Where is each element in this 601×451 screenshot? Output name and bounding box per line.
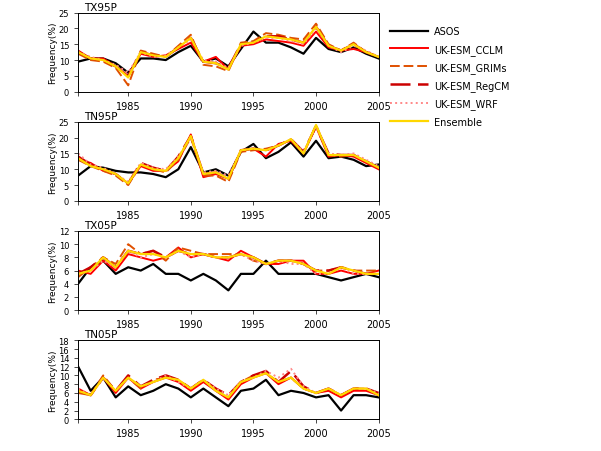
Y-axis label: Frequency(%): Frequency(%) [48, 131, 57, 193]
Y-axis label: Frequency(%): Frequency(%) [48, 22, 57, 84]
Y-axis label: Frequency(%): Frequency(%) [48, 240, 57, 302]
Legend: ASOS, UK-ESM_CCLM, UK-ESM_GRIMs, UK-ESM_RegCM, UK-ESM_WRF, Ensemble: ASOS, UK-ESM_CCLM, UK-ESM_GRIMs, UK-ESM_… [389, 28, 510, 127]
Text: TN05P: TN05P [84, 330, 118, 340]
Text: TX95P: TX95P [84, 3, 117, 13]
Y-axis label: Frequency(%): Frequency(%) [48, 349, 57, 411]
Text: TX05P: TX05P [84, 221, 117, 231]
Text: TN95P: TN95P [84, 112, 118, 122]
